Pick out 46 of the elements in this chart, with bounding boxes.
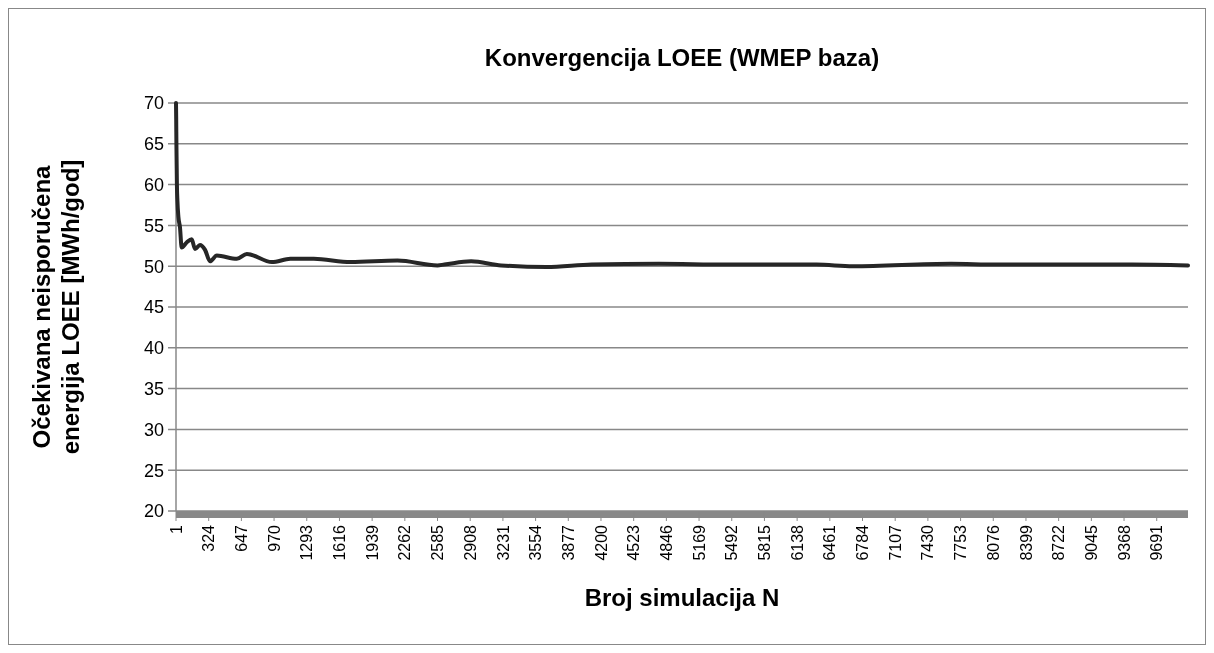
y-axis-title: Očekivana neisporučena energija LOEE [MWh/god] — [28, 159, 84, 455]
x-tick-label: 9368 — [1115, 524, 1133, 561]
x-tick-label: 2585 — [429, 524, 447, 561]
x-tick-label: 3554 — [527, 524, 545, 561]
x-tick-label: 9045 — [1082, 524, 1100, 561]
x-tick-label: 6784 — [854, 524, 872, 561]
x-tick-label: 647 — [232, 524, 250, 552]
y-tick-label: 40 — [143, 338, 164, 359]
x-tick-label: 3877 — [559, 524, 577, 561]
y-tick-label: 60 — [143, 174, 164, 195]
x-tick-label: 970 — [265, 524, 283, 552]
x-tick-label: 4846 — [657, 524, 675, 561]
y-tick-label: 55 — [143, 215, 164, 236]
x-tick-label: 6138 — [788, 524, 806, 561]
x-tick-label: 6461 — [821, 524, 839, 561]
y-tick-label: 70 — [143, 93, 164, 114]
x-tick-label: 2908 — [461, 524, 479, 561]
x-tick-label: 7753 — [952, 524, 970, 561]
x-tick-label: 3231 — [494, 524, 512, 561]
x-tick-label: 4523 — [625, 524, 643, 561]
x-axis-title: Broj simulacija N — [584, 584, 780, 611]
x-tick-label: 1939 — [363, 524, 381, 561]
x-tick-label: 4200 — [592, 524, 610, 561]
y-tick-label: 30 — [143, 419, 164, 440]
x-tick-label: 2262 — [396, 524, 414, 561]
x-tick-label: 1 — [167, 524, 185, 534]
x-tick-label: 5169 — [690, 524, 708, 561]
x-tick-label: 9691 — [1148, 524, 1166, 561]
y-tick-label: 20 — [143, 501, 164, 522]
x-tick-label: 7430 — [919, 524, 937, 561]
y-tick-label: 50 — [143, 256, 164, 277]
x-tick-label: 1616 — [331, 524, 349, 561]
x-tick-label: 7107 — [886, 524, 904, 561]
chart-title: Konvergencija LOEE (WMEP baza) — [484, 44, 880, 71]
x-tick-label: 8076 — [984, 524, 1002, 561]
x-tick-label: 8399 — [1017, 524, 1035, 561]
y-tick-label: 65 — [143, 134, 164, 155]
x-tick-label: 5492 — [723, 524, 741, 561]
y-tick-label: 45 — [143, 297, 164, 318]
y-tick-label: 35 — [143, 378, 164, 399]
x-tick-label: 8722 — [1050, 524, 1068, 561]
x-tick-label: 1293 — [298, 524, 316, 561]
x-tick-label: 324 — [200, 524, 218, 552]
y-tick-label: 25 — [143, 460, 164, 481]
line-series — [174, 101, 1190, 270]
x-tick-label: 5815 — [756, 524, 774, 561]
